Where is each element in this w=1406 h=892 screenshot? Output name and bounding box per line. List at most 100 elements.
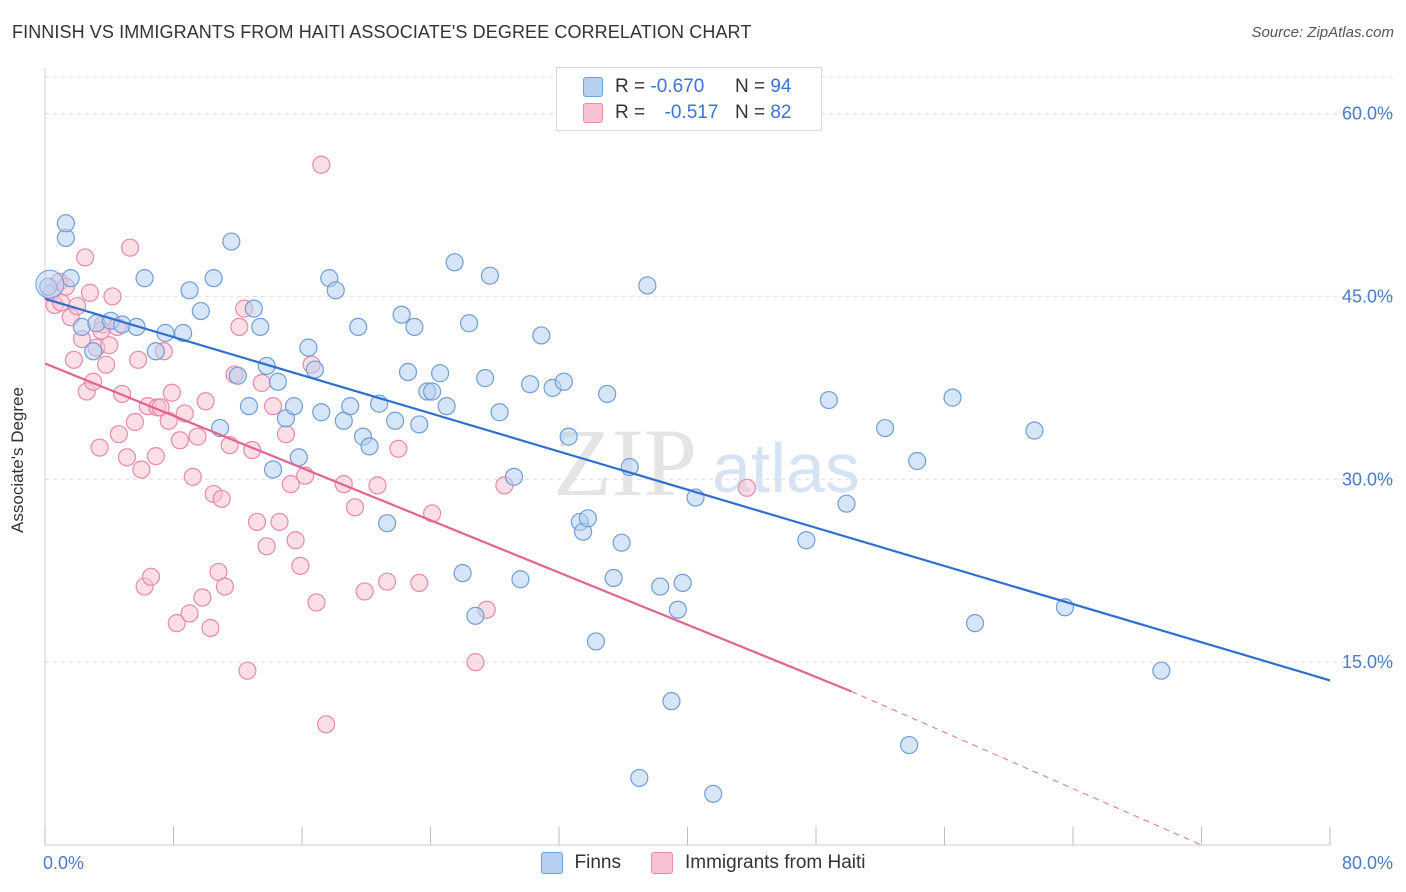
legend-n-label: N = [734, 102, 766, 123]
point-finns [900, 735, 919, 755]
point-haiti [215, 577, 234, 596]
point-finns [257, 356, 276, 376]
point-haiti [117, 448, 137, 467]
point-finns [908, 451, 927, 471]
point-finns [578, 509, 598, 528]
point-haiti [286, 531, 305, 550]
point-finns [875, 418, 895, 438]
point-finns [638, 276, 657, 295]
point-haiti [109, 425, 128, 444]
trend-line-finns [44, 297, 1331, 682]
point-finns [239, 397, 259, 416]
point-haiti [170, 431, 190, 450]
point-finns [431, 364, 450, 383]
point-finns [797, 531, 816, 550]
point-finns [490, 403, 509, 422]
legend-r-label: R = [615, 102, 646, 123]
point-finns [84, 342, 103, 361]
point-finns [559, 427, 578, 446]
point-haiti [90, 438, 109, 457]
point-finns [146, 342, 165, 361]
point-finns [244, 299, 263, 318]
bottom-legend-finns: Finns [540, 852, 621, 874]
point-haiti [84, 372, 103, 391]
point-finns [612, 533, 631, 552]
point-haiti [196, 392, 215, 411]
point-finns [630, 768, 649, 788]
legend-row-finns: R = -0.670 N = 94 [583, 74, 791, 100]
legend-r-value-finns: -0.670 [650, 76, 705, 97]
point-finns [268, 372, 288, 391]
point-finns [1152, 661, 1171, 680]
point-finns [56, 214, 75, 233]
point-haiti [312, 155, 331, 174]
point-haiti [100, 336, 119, 355]
point-finns [511, 570, 530, 589]
point-finns [520, 375, 540, 394]
point-finns [284, 397, 304, 416]
point-haiti [238, 661, 257, 680]
legend-n-label: N = [734, 76, 766, 97]
trend-line-haiti-extension [851, 690, 1202, 846]
point-haiti [410, 573, 429, 593]
chart-title: FINNISH VS IMMIGRANTS FROM HAITI ASSOCIA… [12, 22, 752, 42]
point-finns [405, 317, 424, 337]
watermark: ZIP atlas [553, 409, 860, 516]
point-finns [386, 411, 405, 430]
point-finns [135, 269, 154, 288]
bottom-legend-swatch-finns [540, 852, 563, 874]
legend-r-label: R = [615, 76, 646, 97]
point-haiti [316, 715, 336, 734]
legend-n-value-finns: 94 [770, 76, 792, 97]
point-haiti [76, 248, 95, 267]
bottom-legend-label-haiti: Immigrants from Haiti [684, 852, 866, 873]
point-haiti [183, 467, 202, 486]
point-finns [673, 573, 692, 593]
point-finns [263, 460, 283, 479]
point-finns [704, 784, 723, 803]
point-haiti [230, 317, 249, 337]
point-finns [445, 253, 464, 272]
point-finns [174, 323, 193, 343]
point-finns [965, 614, 985, 633]
legend-r-value-haiti: -0.517 [664, 102, 719, 123]
trend-lines [44, 297, 1331, 846]
point-finns [392, 305, 411, 324]
point-haiti [345, 498, 365, 517]
point-haiti [355, 582, 374, 601]
point-haiti [146, 447, 165, 466]
point-finns [204, 269, 223, 288]
point-haiti [291, 556, 310, 575]
bottom-legend-swatch-haiti [650, 852, 673, 874]
point-haiti [307, 593, 326, 612]
y-tick-label: 15.0% [1342, 652, 1393, 672]
point-finns [837, 494, 856, 513]
legend-swatch-finns [583, 77, 603, 97]
point-finns [61, 269, 80, 288]
watermark-atlas: atlas [712, 429, 860, 507]
point-finns [305, 360, 324, 379]
point-haiti [737, 478, 757, 497]
point-finns [662, 692, 681, 711]
point-haiti [193, 588, 212, 607]
point-finns [312, 403, 331, 422]
point-finns [398, 362, 418, 382]
legend-row-haiti: R = -0.517 N = 82 [583, 100, 791, 126]
point-haiti [212, 489, 231, 508]
point-haiti [276, 425, 296, 444]
point-haiti [141, 567, 161, 586]
point-haiti [252, 373, 271, 393]
bottom-legend-label-finns: Finns [574, 852, 621, 873]
trend-line-haiti [44, 362, 852, 693]
point-haiti [103, 287, 122, 306]
point-finns [349, 317, 368, 337]
point-finns [466, 606, 485, 625]
point-finns [943, 388, 962, 407]
point-finns [326, 281, 345, 300]
point-finns [228, 366, 247, 385]
bottom-legend: Finns Immigrants from Haiti [0, 852, 1406, 874]
bottom-legend-haiti: Immigrants from Haiti [650, 852, 866, 874]
point-finns [299, 338, 318, 357]
tick-labels: 15.0% 30.0% 45.0% 60.0% 0.0% 80.0% [43, 104, 1393, 873]
point-haiti [188, 427, 207, 446]
